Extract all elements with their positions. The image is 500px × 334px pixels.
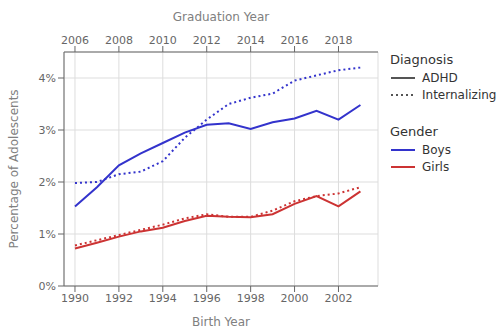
svg-text:1998: 1998	[237, 292, 265, 305]
svg-text:2014: 2014	[237, 34, 265, 47]
svg-text:3%: 3%	[39, 124, 56, 137]
svg-text:1990: 1990	[61, 292, 89, 305]
svg-text:2016: 2016	[281, 34, 309, 47]
svg-text:1992: 1992	[105, 292, 133, 305]
svg-text:0%: 0%	[39, 280, 56, 293]
svg-text:1%: 1%	[39, 228, 56, 241]
html-text:Internalizing: Internalizing	[422, 88, 497, 102]
svg-text:2008: 2008	[105, 34, 133, 47]
html-text:Gender: Gender	[390, 124, 438, 139]
svg-text:2006: 2006	[61, 34, 89, 47]
html-text:ADHD: ADHD	[422, 71, 458, 85]
svg-text:2000: 2000	[281, 292, 309, 305]
svg-text:2%: 2%	[39, 176, 56, 189]
svg-text:4%: 4%	[39, 72, 56, 85]
svg-text:2012: 2012	[193, 34, 221, 47]
svg-text:Percentage of Adolescents: Percentage of Adolescents	[8, 89, 21, 248]
svg-text:1996: 1996	[193, 292, 221, 305]
svg-text:Birth Year: Birth Year	[192, 315, 250, 329]
html-text:Girls: Girls	[422, 160, 450, 174]
html-text:Boys: Boys	[422, 143, 451, 157]
svg-text:Graduation Year: Graduation Year	[173, 10, 269, 24]
svg-text:1994: 1994	[149, 292, 177, 305]
svg-text:2002: 2002	[324, 292, 352, 305]
svg-text:2010: 2010	[149, 34, 177, 47]
svg-text:2018: 2018	[324, 34, 352, 47]
html-text:Diagnosis: Diagnosis	[390, 52, 454, 67]
